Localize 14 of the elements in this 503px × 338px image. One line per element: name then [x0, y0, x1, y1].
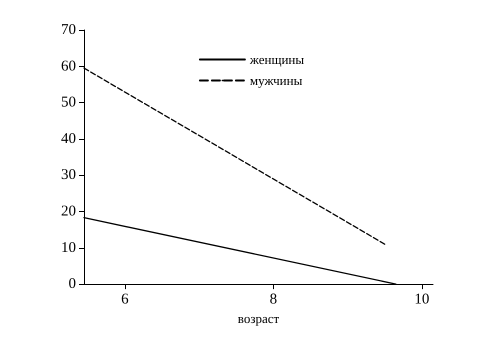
x-tick-label: 8	[270, 292, 278, 308]
legend-label: мужчины	[250, 73, 303, 88]
y-tick-label: 40	[61, 130, 76, 147]
legend-label: женщины	[248, 52, 304, 67]
x-tick-label: 10	[414, 292, 430, 308]
y-tick-label: 60	[61, 58, 76, 74]
y-tick-label: 20	[61, 204, 76, 220]
y-tick-label: 0	[68, 276, 76, 292]
y-tick-label: 50	[61, 94, 76, 111]
y-tick-label: 30	[61, 167, 76, 184]
x-tick-label: 6	[121, 292, 130, 308]
y-tick-label: 10	[61, 240, 76, 256]
x-axis-title: возраст	[238, 311, 280, 326]
y-tick-label: 70	[61, 22, 76, 38]
